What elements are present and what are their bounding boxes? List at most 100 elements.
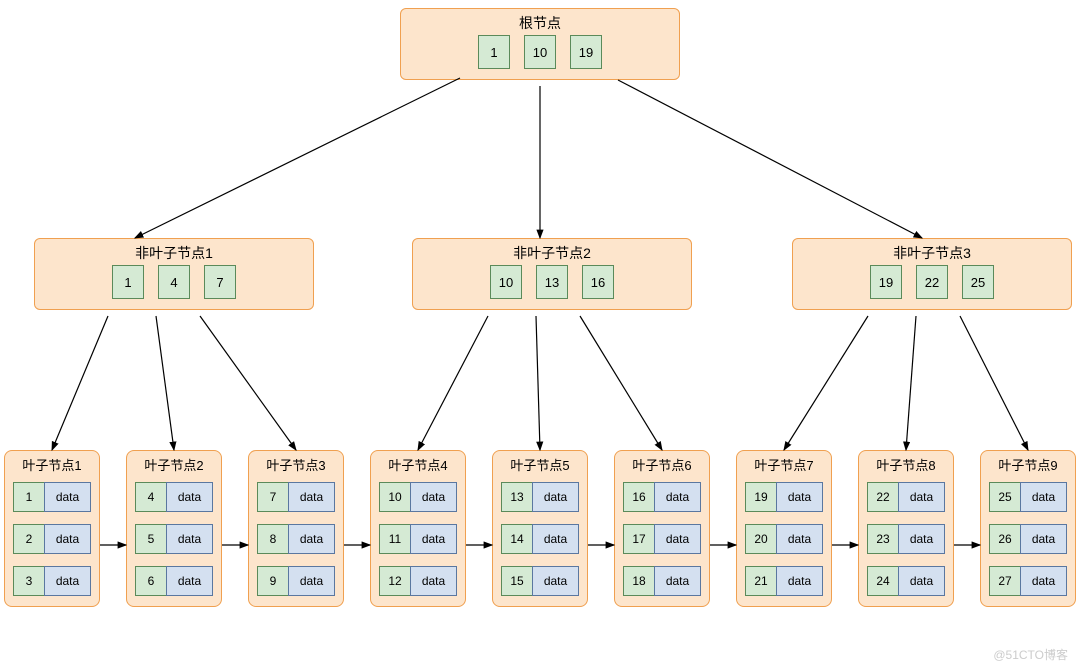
- leaf-key: 13: [501, 482, 532, 512]
- leaf-key: 20: [745, 524, 776, 554]
- leaf-rows: 22data23data24data: [859, 478, 953, 606]
- leaf-rows: 10data 11data 12data: [371, 478, 465, 606]
- leaf-key: 16: [623, 482, 654, 512]
- leaf-title: 叶子节点3: [249, 451, 343, 478]
- leaf-data: data: [898, 566, 945, 596]
- key-cell: 16: [582, 265, 614, 299]
- internal-keys: 10 13 16: [413, 265, 691, 309]
- leaf-row: 1data: [13, 482, 91, 512]
- leaf-key: 17: [623, 524, 654, 554]
- leaf-key: 4: [135, 482, 166, 512]
- leaf-key: 26: [989, 524, 1020, 554]
- internal-node-2: 非叶子节点2 10 13 16: [412, 238, 692, 310]
- leaf-rows: 4data5data6data: [127, 478, 221, 606]
- internal-title: 非叶子节点1: [35, 239, 313, 265]
- leaf-data: data: [776, 524, 823, 554]
- key-cell: 10: [524, 35, 556, 69]
- leaf-rows: 16data17data18data: [615, 478, 709, 606]
- internal-node-1: 非叶子节点1 1 4 7: [34, 238, 314, 310]
- leaf-data: data: [898, 482, 945, 512]
- leaf-data: data: [44, 482, 91, 512]
- watermark: @51CTO博客: [993, 646, 1068, 663]
- key-cell: 7: [204, 265, 236, 299]
- leaf-key: 8: [257, 524, 288, 554]
- key-cell: 1: [478, 35, 510, 69]
- leaf-row: 26data: [989, 524, 1067, 554]
- key-cell: 13: [536, 265, 568, 299]
- leaf-data: data: [44, 524, 91, 554]
- leaf-data: data: [1020, 524, 1067, 554]
- leaf-node-4: 叶子节点410data11data12data: [370, 450, 466, 607]
- leaf-key: 11: [379, 524, 410, 554]
- leaf-data: data: [776, 566, 823, 596]
- leaf-data: data: [288, 524, 335, 554]
- leaf-key: 21: [745, 566, 776, 596]
- key-cell: 22: [916, 265, 948, 299]
- leaf-data: data: [898, 524, 945, 554]
- leaf-row: 2data: [13, 524, 91, 554]
- leaf-row: 13data: [501, 482, 579, 512]
- leaf-row: 3data: [13, 566, 91, 596]
- leaf-row: 14data: [501, 524, 579, 554]
- key-cell: 4: [158, 265, 190, 299]
- key-cell: 1: [112, 265, 144, 299]
- leaf-key: 1: [13, 482, 44, 512]
- leaf-key: 7: [257, 482, 288, 512]
- root-keys: 1 10 19: [401, 35, 679, 79]
- leaf-key: 3: [13, 566, 44, 596]
- leaf-row: 5data: [135, 524, 213, 554]
- leaf-node-9: 叶子节点9 25data 26data 27data: [980, 450, 1076, 607]
- leaf-row: 25data: [989, 482, 1067, 512]
- leaf-row: 7data: [257, 482, 335, 512]
- leaf-data: data: [532, 482, 579, 512]
- internal-node-3: 非叶子节点3 19 22 25: [792, 238, 1072, 310]
- leaf-data: data: [410, 524, 457, 554]
- leaf-title: 叶子节点5: [493, 451, 587, 478]
- leaf-row: 27data: [989, 566, 1067, 596]
- leaf-row: 18data: [623, 566, 701, 596]
- key-cell: 10: [490, 265, 522, 299]
- leaf-rows: 19data20data21data: [737, 478, 831, 606]
- leaf-data: data: [44, 566, 91, 596]
- leaf-title: 叶子节点2: [127, 451, 221, 478]
- leaf-data: data: [532, 566, 579, 596]
- root-node: 根节点 1 10 19: [400, 8, 680, 80]
- leaf-row: 10data: [379, 482, 457, 512]
- leaf-rows: 1data2data3data: [5, 478, 99, 606]
- leaf-row: 23data: [867, 524, 945, 554]
- key-cell: 19: [570, 35, 602, 69]
- internal-keys: 19 22 25: [793, 265, 1071, 309]
- leaf-data: data: [654, 482, 701, 512]
- leaf-key: 19: [745, 482, 776, 512]
- leaf-data: data: [166, 524, 213, 554]
- leaf-title: 叶子节点9: [981, 451, 1075, 478]
- leaf-key: 12: [379, 566, 410, 596]
- leaf-key: 6: [135, 566, 166, 596]
- leaf-rows: 13data14data15data: [493, 478, 587, 606]
- leaf-key: 10: [379, 482, 410, 512]
- leaf-title: 叶子节点6: [615, 451, 709, 478]
- leaf-row: 21data: [745, 566, 823, 596]
- leaf-row: 20data: [745, 524, 823, 554]
- leaf-data: data: [288, 482, 335, 512]
- leaf-key: 5: [135, 524, 166, 554]
- leaf-key: 15: [501, 566, 532, 596]
- leaf-row: 22data: [867, 482, 945, 512]
- leaf-data: data: [532, 524, 579, 554]
- leaf-key: 9: [257, 566, 288, 596]
- leaf-row: 12data: [379, 566, 457, 596]
- key-cell: 19: [870, 265, 902, 299]
- leaf-data: data: [166, 482, 213, 512]
- leaf-node-3: 叶子节点37data8data9data: [248, 450, 344, 607]
- leaf-key: 24: [867, 566, 898, 596]
- leaf-row: 8data: [257, 524, 335, 554]
- leaf-rows: 25data 26data 27data: [981, 478, 1075, 606]
- leaf-key: 22: [867, 482, 898, 512]
- leaf-data: data: [776, 482, 823, 512]
- leaf-node-5: 叶子节点513data14data15data: [492, 450, 588, 607]
- internal-title: 非叶子节点3: [793, 239, 1071, 265]
- leaf-data: data: [1020, 482, 1067, 512]
- leaf-key: 23: [867, 524, 898, 554]
- leaf-key: 18: [623, 566, 654, 596]
- leaf-rows: 7data8data9data: [249, 478, 343, 606]
